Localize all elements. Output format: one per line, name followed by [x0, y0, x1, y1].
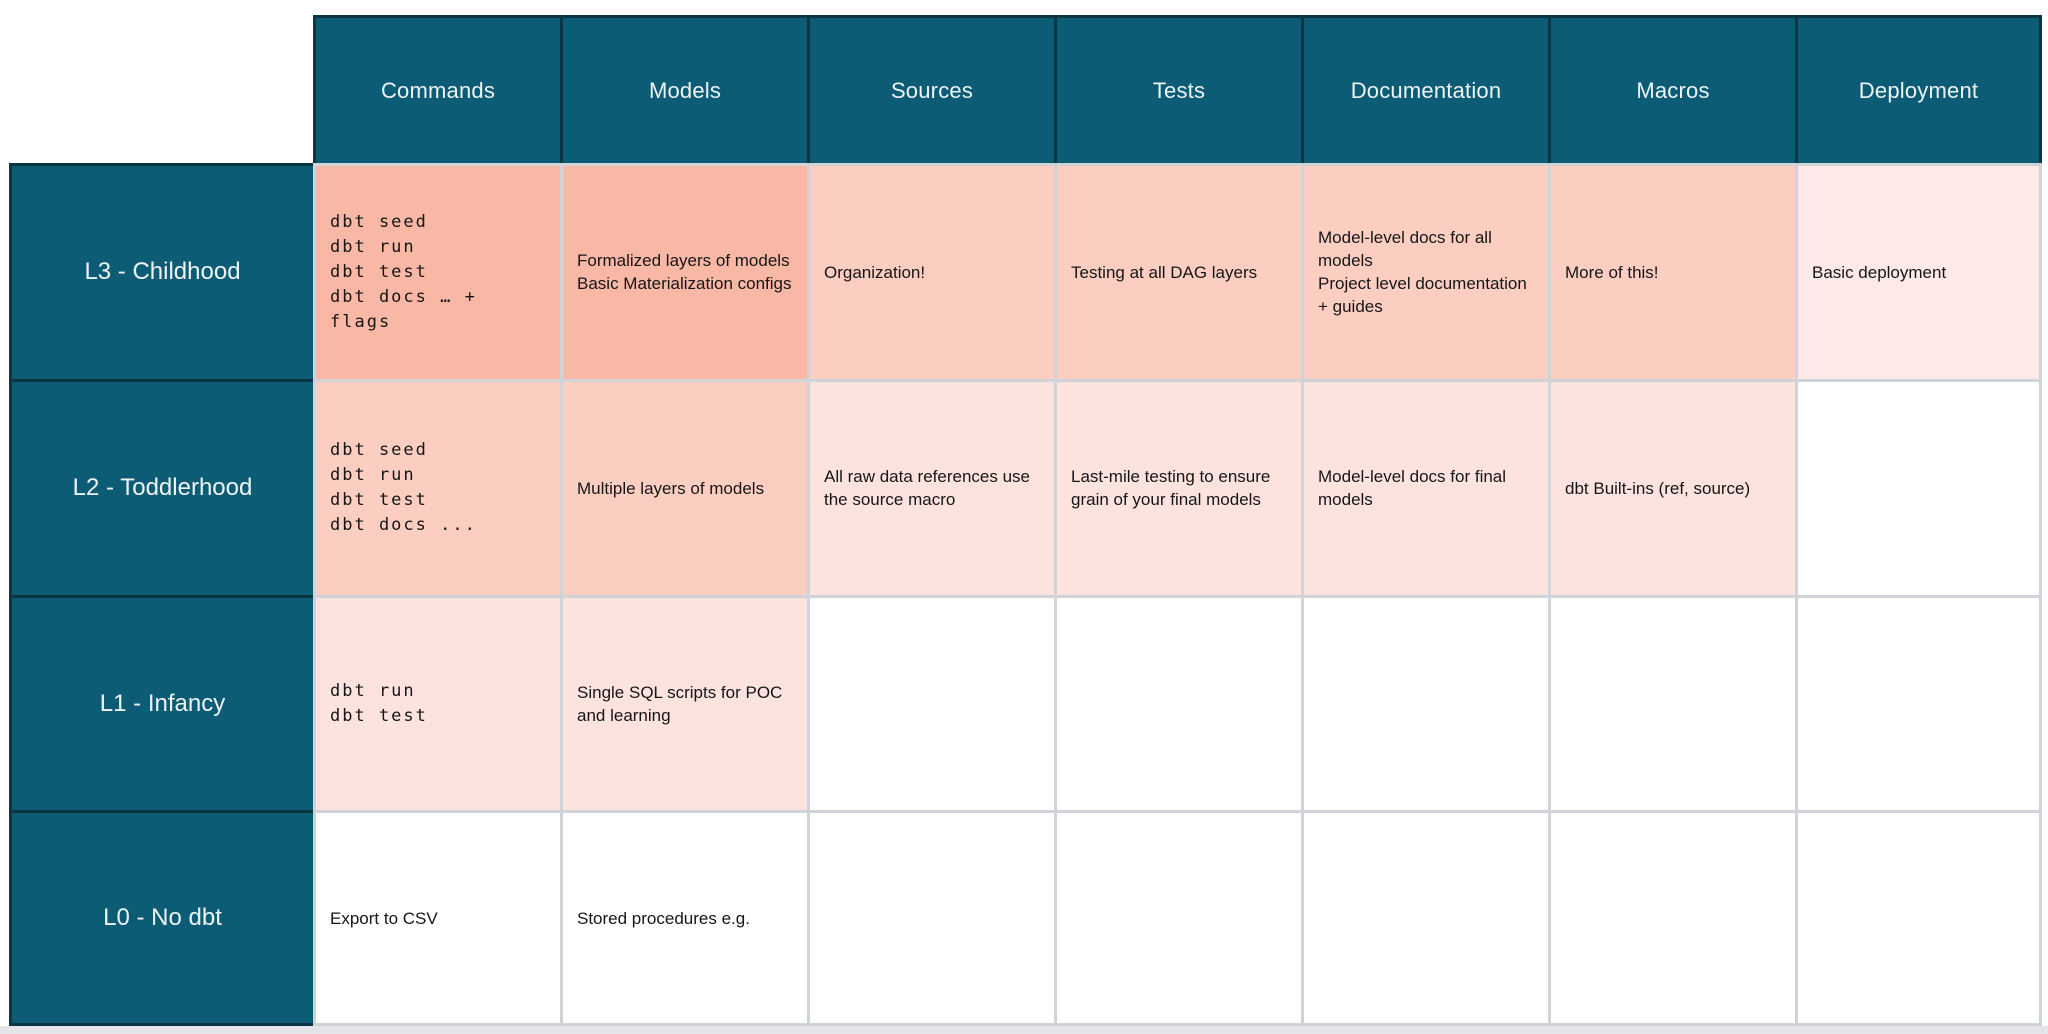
- column-header-commands: Commands: [313, 15, 560, 163]
- column-header-sources: Sources: [807, 15, 1054, 163]
- cell-l3-models: Formalized layers of models Basic Materia…: [560, 163, 807, 379]
- cell-l1-macros: [1548, 594, 1795, 811]
- cell-text-line: All raw data references use the source m…: [824, 467, 1030, 510]
- cell-content: Basic deployment: [1812, 261, 1946, 284]
- row-header-l2: L2 - Toddlerhood: [9, 378, 313, 595]
- cell-text-line: dbt run: [330, 465, 416, 486]
- cell-l1-commands: dbt run dbt test: [313, 594, 560, 811]
- cell-text-line: dbt test: [330, 261, 428, 282]
- column-header-deployment: Deployment: [1795, 15, 2042, 163]
- cell-l2-macros: dbt Built-ins (ref, source): [1548, 378, 1795, 595]
- cell-l2-commands: dbt seed dbt run dbt test dbt docs ...: [313, 378, 560, 595]
- cell-text-line: Testing at all DAG layers: [1071, 262, 1258, 282]
- cell-content: Model-level docs for final models: [1318, 465, 1536, 511]
- cell-text-line: Project level documentation + guides: [1318, 274, 1527, 317]
- cell-text-line: Basic Materialization configs: [577, 274, 792, 294]
- corner-cell: [9, 15, 313, 163]
- cell-text-line: More of this!: [1565, 262, 1659, 282]
- cell-content: Testing at all DAG layers: [1071, 261, 1257, 284]
- cell-text-line: Stored procedures e.g.: [577, 908, 750, 928]
- cell-content: Organization!: [824, 261, 925, 284]
- cell-content: Stored procedures e.g.: [577, 907, 750, 930]
- cell-text-line: dbt run: [330, 680, 416, 701]
- cell-l0-deployment: [1795, 810, 2042, 1026]
- cell-l3-macros: More of this!: [1548, 163, 1795, 379]
- cell-content: More of this!: [1565, 261, 1659, 284]
- cell-text-line: flags: [330, 311, 392, 332]
- cell-l3-sources: Organization!: [807, 163, 1054, 379]
- cell-text-line: dbt test: [330, 490, 428, 511]
- cell-text-line: Model-level docs for all models: [1318, 228, 1492, 271]
- cell-text-line: Multiple layers of models: [577, 478, 765, 498]
- cell-text-line: dbt seed: [330, 211, 428, 232]
- cell-text-line: dbt test: [330, 705, 428, 726]
- cell-text-line: Basic deployment: [1812, 262, 1947, 282]
- cell-l0-commands: Export to CSV: [313, 810, 560, 1026]
- column-header-macros: Macros: [1548, 15, 1795, 163]
- cell-l0-tests: [1054, 810, 1301, 1026]
- cell-content: dbt seed dbt run dbt test dbt docs ...: [330, 438, 477, 538]
- cell-l1-tests: [1054, 594, 1301, 811]
- cell-l3-deployment: Basic deployment: [1795, 163, 2042, 379]
- cell-content: Last-mile testing to ensure grain of you…: [1071, 465, 1289, 511]
- bottom-edge-strip: [0, 1026, 2048, 1034]
- row-header-l3: L3 - Childhood: [9, 163, 313, 379]
- cell-text-line: Export to CSV: [330, 908, 438, 928]
- cell-content: Single SQL scripts for POC and learning: [577, 681, 795, 727]
- row-header-l0: L0 - No dbt: [9, 810, 313, 1026]
- dbt-maturity-table: Commands Models Sources Tests Documentation M…: [9, 15, 2042, 1026]
- cell-text-line: Model-level docs for final models: [1318, 467, 1507, 510]
- cell-l0-models: Stored procedures e.g.: [560, 810, 807, 1026]
- cell-l3-tests: Testing at all DAG layers: [1054, 163, 1301, 379]
- cell-content: Multiple layers of models: [577, 477, 764, 500]
- cell-l2-models: Multiple layers of models: [560, 378, 807, 595]
- cell-text-line: dbt Built-ins (ref, source): [1565, 478, 1751, 498]
- cell-content: dbt seed dbt run dbt test dbt docs … + flags: [330, 210, 477, 335]
- cell-l1-models: Single SQL scripts for POC and learning: [560, 594, 807, 811]
- cell-l1-deployment: [1795, 594, 2042, 811]
- cell-text-line: dbt docs ...: [330, 515, 477, 536]
- column-header-models: Models: [560, 15, 807, 163]
- column-header-tests: Tests: [1054, 15, 1301, 163]
- cell-text-line: Single SQL scripts for POC and learning: [577, 682, 783, 725]
- cell-l0-macros: [1548, 810, 1795, 1026]
- cell-content: Export to CSV: [330, 907, 438, 930]
- cell-l3-commands: dbt seed dbt run dbt test dbt docs … + flags: [313, 163, 560, 379]
- cell-l1-documentation: [1301, 594, 1548, 811]
- cell-content: Model-level docs for all models Project l…: [1318, 226, 1536, 318]
- cell-content: dbt run dbt test: [330, 679, 428, 729]
- cell-l1-sources: [807, 594, 1054, 811]
- cell-l2-tests: Last-mile testing to ensure grain of you…: [1054, 378, 1301, 595]
- cell-text-line: dbt docs … +: [330, 286, 477, 307]
- cell-l0-documentation: [1301, 810, 1548, 1026]
- cell-text-line: Last-mile testing to ensure grain of you…: [1071, 467, 1271, 510]
- cell-content: Formalized layers of models Basic Materia…: [577, 249, 791, 295]
- cell-content: All raw data references use the source m…: [824, 465, 1042, 511]
- cell-content: dbt Built-ins (ref, source): [1565, 477, 1750, 500]
- cell-l2-documentation: Model-level docs for final models: [1301, 378, 1548, 595]
- row-header-l1: L1 - Infancy: [9, 594, 313, 811]
- cell-l0-sources: [807, 810, 1054, 1026]
- cell-text-line: Formalized layers of models: [577, 251, 790, 271]
- cell-text-line: dbt run: [330, 236, 416, 257]
- column-header-documentation: Documentation: [1301, 15, 1548, 163]
- cell-l3-documentation: Model-level docs for all models Project l…: [1301, 163, 1548, 379]
- cell-l2-sources: All raw data references use the source m…: [807, 378, 1054, 595]
- cell-l2-deployment: [1795, 378, 2042, 595]
- cell-text-line: Organization!: [824, 262, 926, 282]
- cell-text-line: dbt seed: [330, 440, 428, 461]
